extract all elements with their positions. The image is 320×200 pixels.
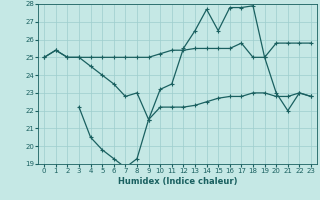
- X-axis label: Humidex (Indice chaleur): Humidex (Indice chaleur): [118, 177, 237, 186]
